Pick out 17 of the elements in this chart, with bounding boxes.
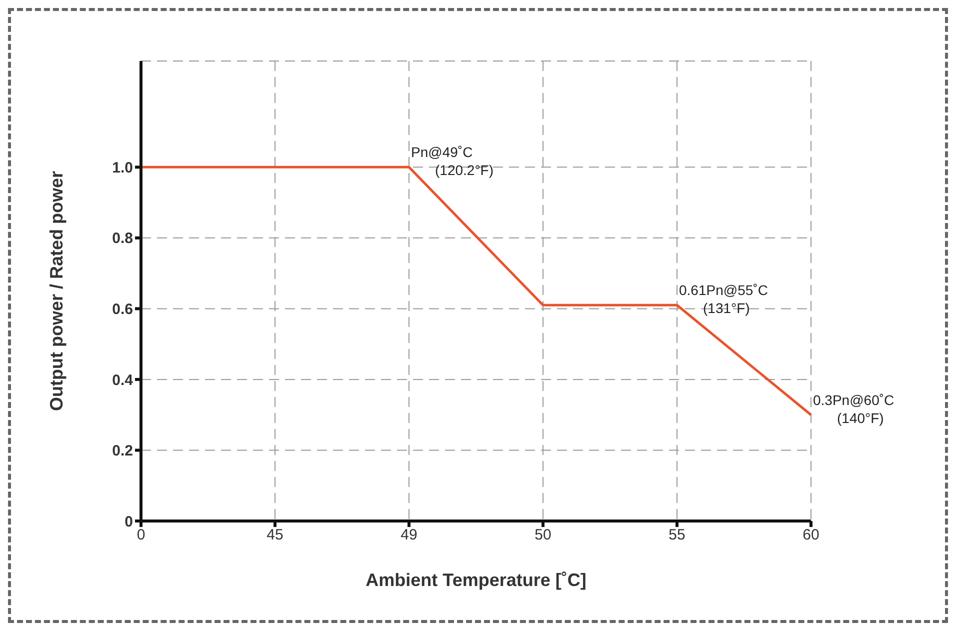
y-tick-label: 0.6	[112, 301, 133, 318]
y-tick-label: 0.8	[112, 230, 133, 248]
x-tick-label: 60	[802, 526, 820, 544]
x-tick-label: 0	[136, 526, 146, 544]
x-tick-label: 50	[534, 526, 552, 544]
x-axis-title: Ambient Temperature [˚C]	[366, 570, 586, 590]
y-axis-title: Output power / Rated power	[46, 170, 66, 412]
y-tick-label: 0.2	[112, 442, 133, 460]
y-tick-label: 0.4	[112, 372, 134, 389]
y-tick-label: 1.0	[112, 159, 133, 176]
annotation: Pn@49˚C (120.2°F)	[411, 144, 494, 178]
x-tick-label: 45	[266, 526, 284, 544]
x-tick-label: 49	[400, 526, 418, 544]
annotation: 0.61Pn@55˚C (131°F)	[679, 282, 768, 316]
annotation: 0.3Pn@60˚C (140°F)	[813, 392, 894, 426]
y-tick-label: 0	[124, 513, 133, 530]
x-tick-label: 55	[668, 526, 686, 544]
